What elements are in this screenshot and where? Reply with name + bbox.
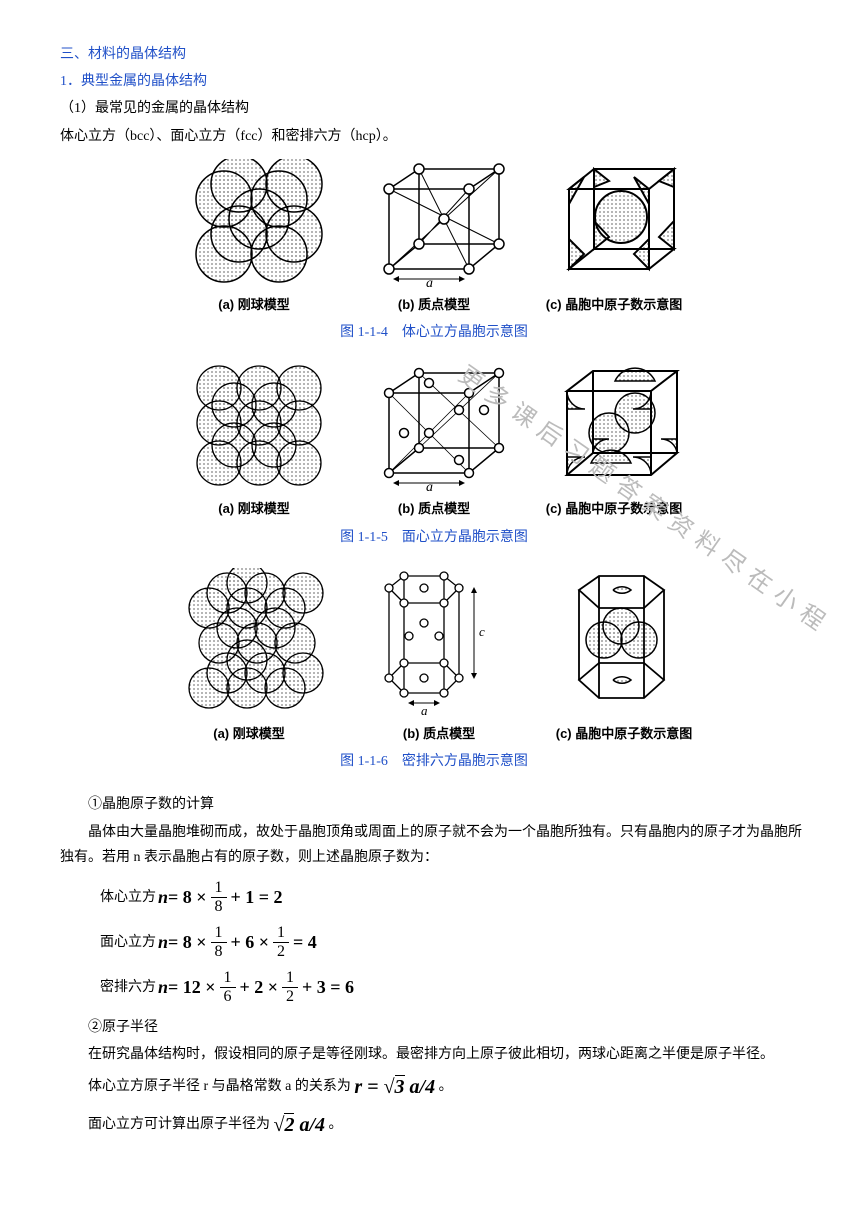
radius-bcc-line: 体心立方原子半径 r 与晶格常数 a 的关系为 r = √3 a/4 。	[60, 1069, 808, 1105]
figure-row-fcc: (a) 刚球模型 a (b) 质点模型	[60, 363, 808, 520]
radius-body: 在研究晶体结构时，假设相同的原子是等径刚球。最密排方向上原子彼此相切，两球心距离…	[60, 1042, 808, 1067]
hcp-atomcount-icon	[549, 568, 699, 718]
svg-text:a: a	[426, 480, 433, 493]
svg-text:c: c	[479, 624, 485, 639]
bcc-point-model-icon: a	[359, 159, 509, 289]
formula-hcp: 密排六方 n = 12 × 16 + 2 × 12 + 3 = 6	[100, 970, 808, 1005]
formula-fcc: 面心立方 n = 8 × 18 + 6 × 12 = 4	[100, 925, 808, 960]
radius-bcc-formula: r = √3 a/4	[354, 1075, 435, 1098]
radius-title: ②原子半径	[60, 1015, 808, 1040]
radius-fcc-line: 面心立方可计算出原子半径为 √2 a/4 。	[60, 1107, 808, 1143]
intro-line: 体心立方（bcc）、面心立方（fcc）和密排六方（hcp）。	[60, 124, 808, 149]
lattice-a-label: a	[426, 276, 433, 289]
radius-fcc-post: 。	[329, 1118, 343, 1133]
atomcount-body: 晶体由大量晶胞堆砌而成，故处于晶胞顶角或周面上的原子就不会为一个晶胞所独有。只有…	[60, 820, 808, 870]
hcp-point-model-icon: c a	[359, 568, 519, 718]
figure-caption-1-1-4: 图 1-1-4 体心立方晶胞示意图	[60, 320, 808, 345]
bcc-sphere-model-icon	[179, 159, 329, 289]
formula-fcc-label: 面心立方	[100, 930, 156, 955]
fig-label-c-2: (c) 晶胞中原子数示意图	[539, 497, 689, 520]
heading-item-1: （1）最常见的金属的晶体结构	[60, 96, 808, 121]
formula-bcc-label: 体心立方	[100, 885, 156, 910]
heading-section-3: 三、材料的晶体结构	[60, 42, 808, 67]
radius-fcc-formula: √2 a/4	[274, 1113, 326, 1136]
fig-label-b-3: (b) 质点模型	[359, 722, 519, 745]
fig-label-a: (a) 刚球模型	[179, 293, 329, 316]
heading-subsection-1: 1．典型金属的晶体结构	[60, 69, 808, 94]
radius-fcc-pre: 面心立方可计算出原子半径为	[88, 1118, 270, 1133]
fig-label-a-2: (a) 刚球模型	[179, 497, 329, 520]
fcc-point-model-icon: a	[359, 363, 509, 493]
fig-label-b-2: (b) 质点模型	[359, 497, 509, 520]
fig-label-c: (c) 晶胞中原子数示意图	[539, 293, 689, 316]
hcp-sphere-model-icon	[169, 568, 329, 718]
formula-bcc: 体心立方 n = 8 × 18 + 1 = 2 面心立方 n = 8 × 18 …	[100, 880, 808, 1005]
fcc-atomcount-icon	[539, 363, 689, 493]
radius-bcc-pre: 体心立方原子半径 r 与晶格常数 a 的关系为	[88, 1080, 351, 1095]
fig-label-c-3: (c) 晶胞中原子数示意图	[549, 722, 699, 745]
figure-caption-1-1-6: 图 1-1-6 密排六方晶胞示意图	[60, 749, 808, 774]
fcc-sphere-model-icon	[179, 363, 329, 493]
radius-bcc-post: 。	[439, 1080, 453, 1095]
fig-label-b: (b) 质点模型	[359, 293, 509, 316]
fig-label-a-3: (a) 刚球模型	[169, 722, 329, 745]
figure-row-hcp: (a) 刚球模型 c a (b) 质点模型	[60, 568, 808, 745]
figure-row-bcc: (a) 刚球模型 a (b) 质点模型	[60, 159, 808, 316]
bcc-atomcount-icon	[539, 159, 689, 289]
atomcount-title: ①晶胞原子数的计算	[60, 792, 808, 817]
svg-text:a: a	[421, 703, 428, 718]
formula-hcp-label: 密排六方	[100, 975, 156, 1000]
figure-caption-1-1-5: 图 1-1-5 面心立方晶胞示意图	[60, 525, 808, 550]
